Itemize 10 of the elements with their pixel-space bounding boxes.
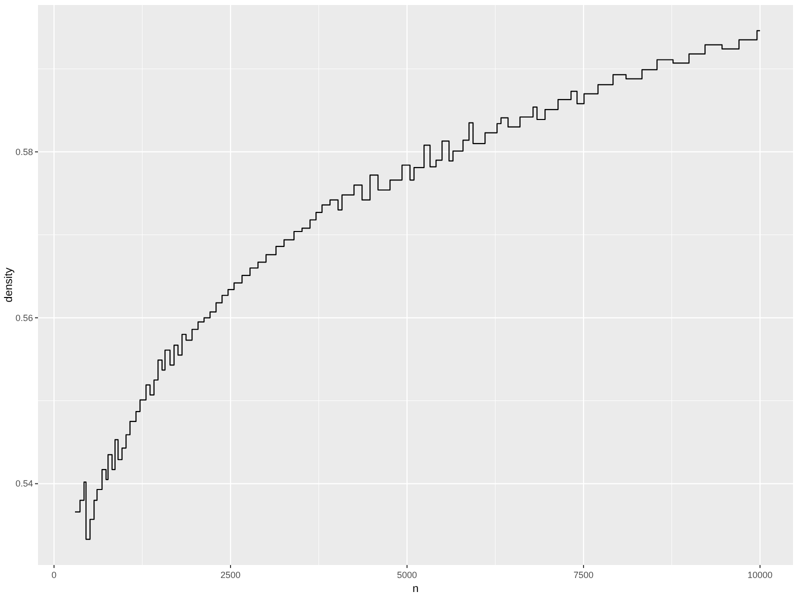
x-tick-label: 7500	[574, 570, 594, 580]
y-axis-title: density	[3, 267, 15, 302]
y-tick-label: 0.54	[15, 478, 33, 489]
x-tick-label: 2500	[220, 570, 241, 580]
y-tick-label: 0.58	[15, 146, 33, 157]
x-tick-label: 5000	[397, 570, 418, 580]
x-tick-label: 0	[52, 570, 57, 580]
x-tick-label: 10000	[748, 570, 773, 580]
y-tick-label: 0.56	[15, 312, 33, 323]
x-axis-title: n	[412, 583, 419, 595]
